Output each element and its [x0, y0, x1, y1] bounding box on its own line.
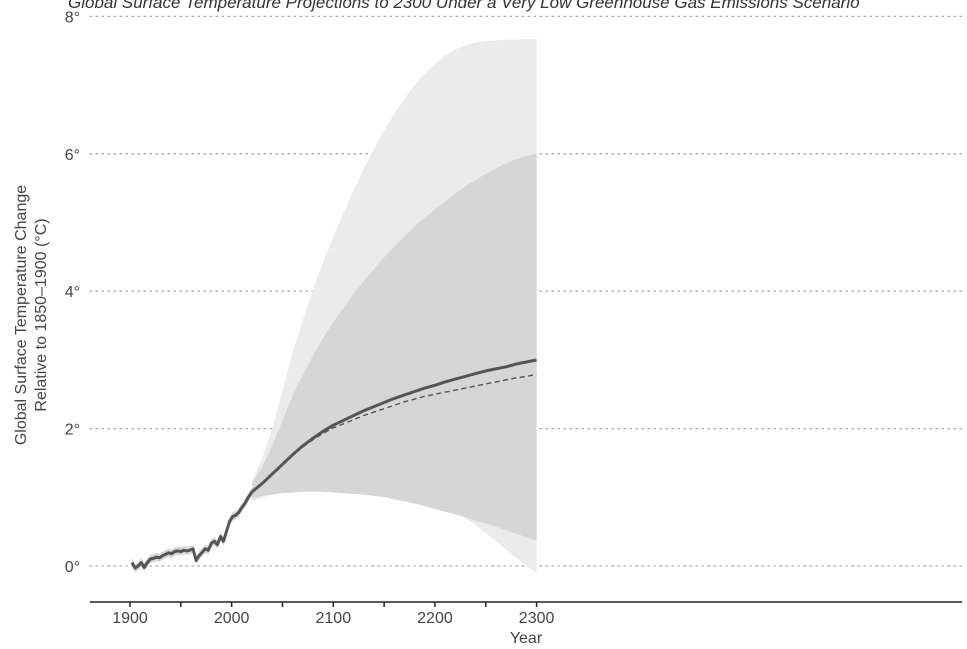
x-tick-label: 1900 — [112, 610, 148, 627]
x-tick-labels: 1900 2000 2100 2200 2300 — [112, 610, 554, 627]
y-tick-label: 0° — [65, 559, 80, 576]
x-tick-label: 2100 — [316, 610, 352, 627]
y-tick-labels: 0° 2° 4° 6° 8° — [65, 9, 80, 576]
y-tick-label: 8° — [65, 9, 80, 26]
x-tick-label: 2000 — [214, 610, 250, 627]
y-axis-label-line-2: Relative to 1850–1900 (°C) — [33, 218, 50, 411]
x-tick-label: 2200 — [417, 610, 453, 627]
x-tick-label: 2300 — [519, 610, 555, 627]
chart-title: Global Surface Temperature Projections t… — [68, 0, 860, 12]
series-lines — [130, 358, 537, 570]
y-tick-label: 2° — [65, 422, 80, 439]
y-axis-label-line-1: Global Surface Temperature Change — [13, 185, 30, 445]
y-tick-label: 6° — [65, 147, 80, 164]
gridlines — [89, 15, 963, 567]
central-projection-line — [251, 358, 537, 493]
y-tick-label: 4° — [65, 284, 80, 301]
historical-line — [130, 490, 254, 570]
uncertainty-bands — [132, 39, 537, 573]
x-axis-label: Year — [510, 630, 543, 647]
x-axis — [90, 601, 962, 607]
likely-range-band — [252, 153, 537, 541]
